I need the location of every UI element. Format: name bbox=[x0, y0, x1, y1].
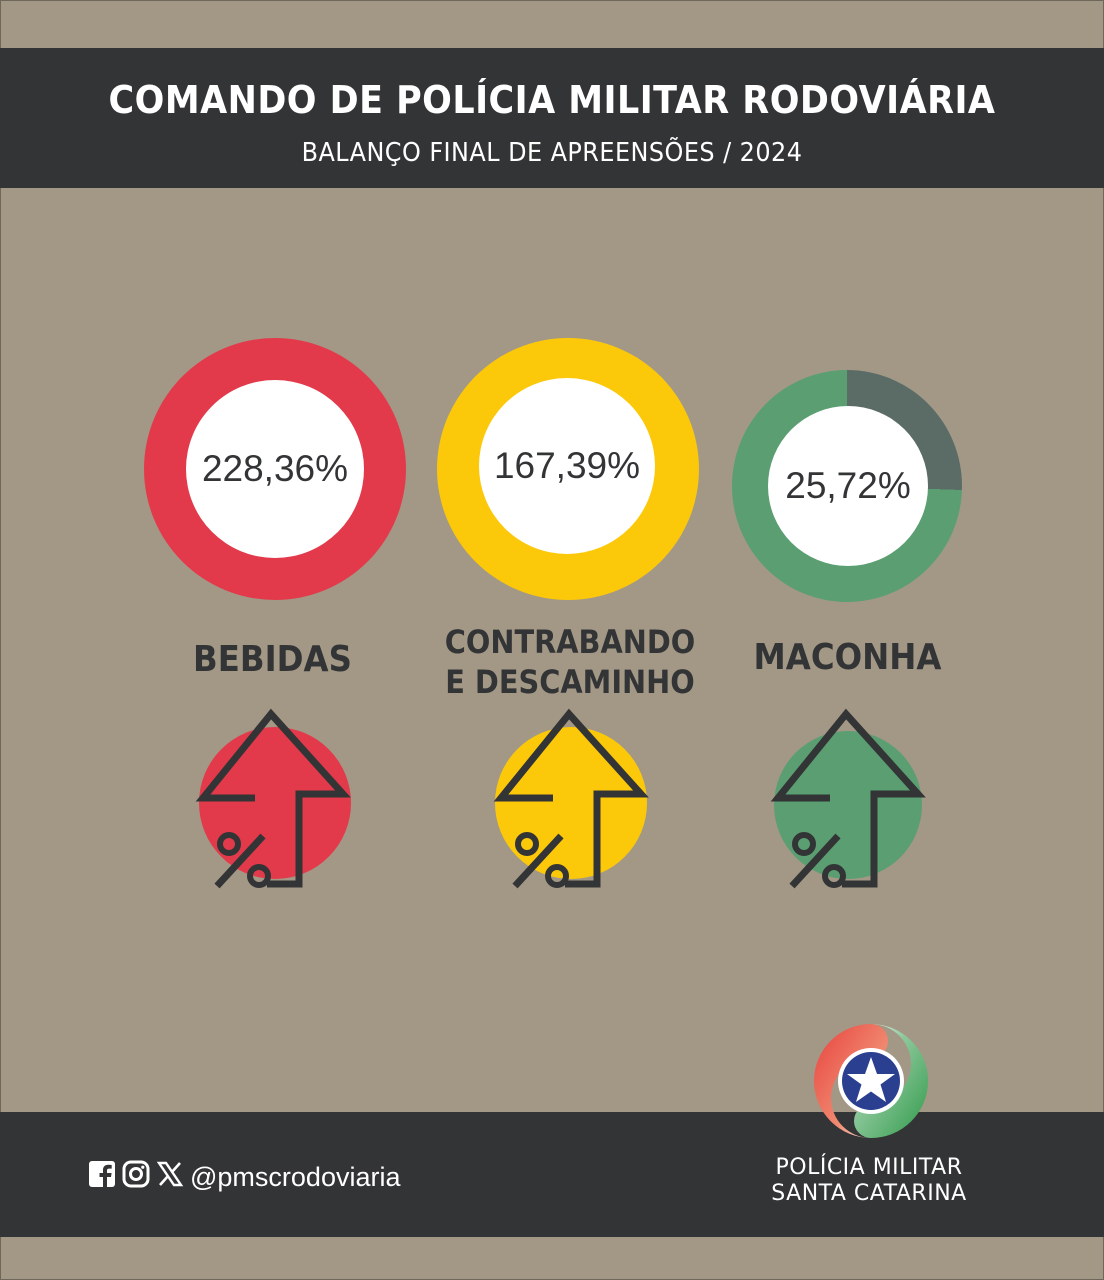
percent-contrabando: 167,39% bbox=[493, 445, 641, 486]
footer-bar bbox=[0, 1112, 1104, 1237]
label-bebidas-line1: BEBIDAS bbox=[193, 639, 352, 680]
trend-circle-bebidas bbox=[199, 727, 351, 879]
label-maconha: MACONHA bbox=[733, 636, 963, 680]
donut-bebidas-center: 228,36% bbox=[186, 380, 364, 558]
page-subtitle: BALANÇO FINAL DE APREENSÕES / 2024 bbox=[301, 138, 803, 168]
percent-maconha: 25,72% bbox=[785, 465, 911, 506]
donut-contrabando: 167,39% bbox=[437, 338, 699, 600]
donut-maconha-center: 25,72% bbox=[768, 406, 928, 566]
percent-bebidas: 228,36% bbox=[201, 448, 349, 489]
org-name-line1: POLÍCIA MILITAR bbox=[775, 1155, 963, 1180]
trend-circle-maconha bbox=[774, 731, 922, 879]
trend-up-percent-icon-contrabando bbox=[493, 708, 649, 889]
org-name: POLÍCIA MILITAR SANTA CATARINA bbox=[744, 1155, 994, 1207]
instagram-icon[interactable] bbox=[122, 1160, 150, 1188]
header-bar: COMANDO DE POLÍCIA MILITAR RODOVIÁRIA BA… bbox=[0, 48, 1104, 188]
trend-up-percent-icon-maconha bbox=[770, 708, 926, 889]
donut-bebidas: 228,36% bbox=[144, 338, 406, 600]
org-name-line2: SANTA CATARINA bbox=[771, 1181, 967, 1206]
page-title: COMANDO DE POLÍCIA MILITAR RODOVIÁRIA bbox=[108, 78, 996, 122]
social-icons bbox=[88, 1160, 184, 1188]
facebook-icon[interactable] bbox=[88, 1160, 116, 1188]
trend-circle-contrabando bbox=[495, 727, 647, 879]
donut-contrabando-center: 167,39% bbox=[479, 378, 655, 554]
trend-up-percent-icon-bebidas bbox=[195, 708, 351, 889]
social-handle[interactable]: @pmscrodoviaria bbox=[190, 1162, 401, 1192]
label-contrabando-line1: CONTRABANDO bbox=[444, 623, 696, 661]
x-icon[interactable] bbox=[156, 1160, 184, 1188]
label-contrabando-line2: E DESCAMINHO bbox=[445, 663, 695, 701]
pm-sc-logo-icon bbox=[814, 1024, 928, 1138]
label-maconha-line1: MACONHA bbox=[753, 637, 942, 678]
label-bebidas: BEBIDAS bbox=[162, 638, 383, 682]
label-contrabando: CONTRABANDO E DESCAMINHO bbox=[426, 622, 714, 702]
donut-maconha: 25,72% bbox=[732, 370, 962, 602]
